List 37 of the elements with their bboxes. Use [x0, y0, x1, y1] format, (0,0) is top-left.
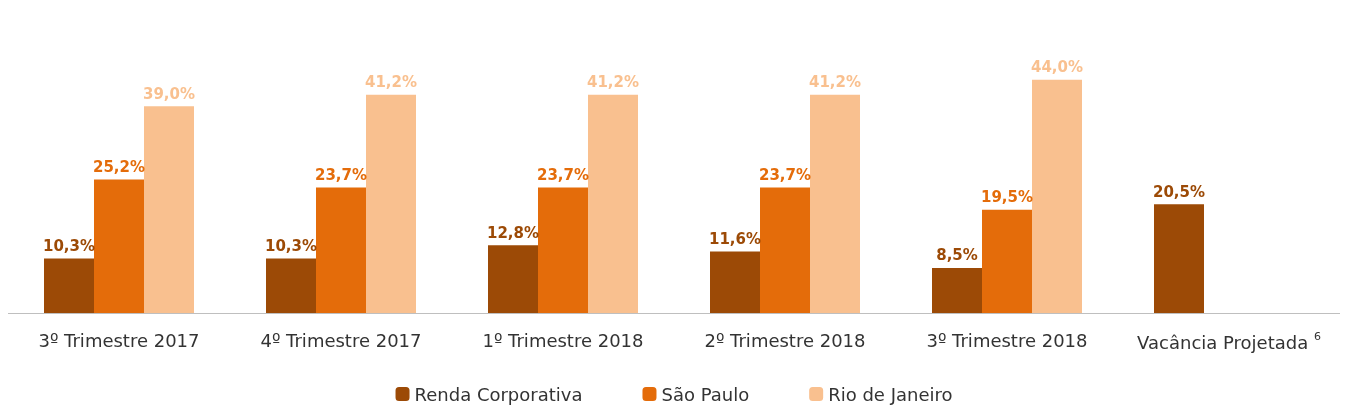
- bar: [266, 258, 316, 313]
- bar: [932, 267, 982, 313]
- x-tick-label: 3º Trimestre 2017: [38, 329, 200, 351]
- bar: [316, 187, 366, 313]
- bar: [488, 245, 538, 313]
- data-label: 20,5%: [1152, 182, 1206, 201]
- data-label: 8,5%: [936, 246, 978, 265]
- data-label: 19,5%: [980, 188, 1034, 207]
- data-label: 25,2%: [92, 157, 146, 176]
- bar: [760, 187, 810, 313]
- x-tick-label: 4º Trimestre 2017: [260, 329, 422, 351]
- x-tick-label: Vacância Projetada 6: [1137, 330, 1321, 353]
- data-label: 41,2%: [586, 73, 640, 92]
- x-tick-label: 3º Trimestre 2018: [926, 329, 1088, 351]
- x-tick-label: 1º Trimestre 2018: [482, 329, 644, 351]
- bar: [1032, 79, 1082, 313]
- legend-label: Renda Corporativa: [414, 383, 583, 405]
- bar: [44, 258, 94, 313]
- data-label: 23,7%: [536, 165, 590, 184]
- bar: [366, 94, 416, 313]
- bar: [982, 209, 1032, 313]
- bar: [810, 94, 860, 313]
- bar: [94, 179, 144, 313]
- bar: [588, 94, 638, 313]
- data-label: 44,0%: [1030, 58, 1084, 77]
- data-label: 41,2%: [364, 73, 418, 92]
- data-label: 41,2%: [808, 73, 862, 92]
- bar: [710, 251, 760, 313]
- x-tick-label: 2º Trimestre 2018: [704, 329, 866, 351]
- legend-label: São Paulo: [661, 383, 750, 405]
- legend-label: Rio de Janeiro: [828, 383, 953, 405]
- data-label: 39,0%: [142, 84, 196, 103]
- data-label: 23,7%: [758, 165, 812, 184]
- bar: [1154, 204, 1204, 313]
- bar: [144, 106, 194, 313]
- data-label: 23,7%: [314, 165, 368, 184]
- bar: [538, 187, 588, 313]
